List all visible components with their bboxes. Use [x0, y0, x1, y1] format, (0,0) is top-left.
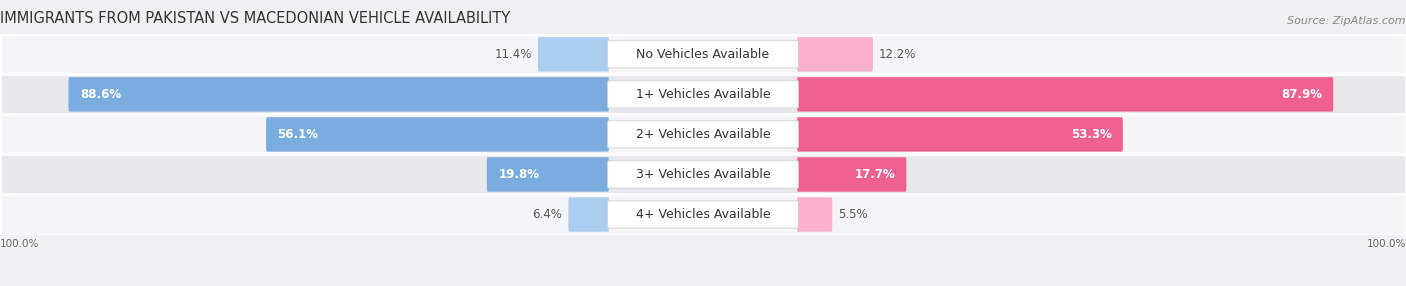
- Text: 88.6%: 88.6%: [80, 88, 121, 101]
- FancyBboxPatch shape: [69, 77, 609, 112]
- FancyBboxPatch shape: [797, 197, 832, 232]
- Text: 100.0%: 100.0%: [0, 239, 39, 249]
- FancyBboxPatch shape: [797, 37, 873, 72]
- FancyBboxPatch shape: [797, 157, 907, 192]
- FancyBboxPatch shape: [607, 81, 799, 108]
- Text: 12.2%: 12.2%: [879, 48, 917, 61]
- FancyBboxPatch shape: [486, 157, 609, 192]
- Bar: [0, 194, 1406, 235]
- Text: 4+ Vehicles Available: 4+ Vehicles Available: [636, 208, 770, 221]
- Text: 2+ Vehicles Available: 2+ Vehicles Available: [636, 128, 770, 141]
- Bar: [0, 74, 1406, 114]
- Text: 17.7%: 17.7%: [855, 168, 896, 181]
- Text: 56.1%: 56.1%: [277, 128, 319, 141]
- FancyBboxPatch shape: [266, 117, 609, 152]
- Text: Source: ZipAtlas.com: Source: ZipAtlas.com: [1288, 15, 1406, 25]
- FancyBboxPatch shape: [607, 41, 799, 68]
- Bar: [0, 114, 1406, 154]
- FancyBboxPatch shape: [797, 117, 1123, 152]
- Text: 6.4%: 6.4%: [533, 208, 562, 221]
- Bar: [0, 34, 1406, 74]
- FancyBboxPatch shape: [607, 201, 799, 228]
- Text: 87.9%: 87.9%: [1281, 88, 1322, 101]
- FancyBboxPatch shape: [607, 121, 799, 148]
- FancyBboxPatch shape: [568, 197, 609, 232]
- Text: No Vehicles Available: No Vehicles Available: [637, 48, 769, 61]
- Text: 3+ Vehicles Available: 3+ Vehicles Available: [636, 168, 770, 181]
- FancyBboxPatch shape: [797, 77, 1333, 112]
- Text: 53.3%: 53.3%: [1070, 128, 1112, 141]
- FancyBboxPatch shape: [607, 161, 799, 188]
- Text: 100.0%: 100.0%: [1367, 239, 1406, 249]
- Text: 1+ Vehicles Available: 1+ Vehicles Available: [636, 88, 770, 101]
- Text: IMMIGRANTS FROM PAKISTAN VS MACEDONIAN VEHICLE AVAILABILITY: IMMIGRANTS FROM PAKISTAN VS MACEDONIAN V…: [0, 11, 510, 25]
- Text: 5.5%: 5.5%: [838, 208, 868, 221]
- Text: 19.8%: 19.8%: [498, 168, 540, 181]
- FancyBboxPatch shape: [538, 37, 609, 72]
- Text: 11.4%: 11.4%: [495, 48, 531, 61]
- Bar: [0, 154, 1406, 194]
